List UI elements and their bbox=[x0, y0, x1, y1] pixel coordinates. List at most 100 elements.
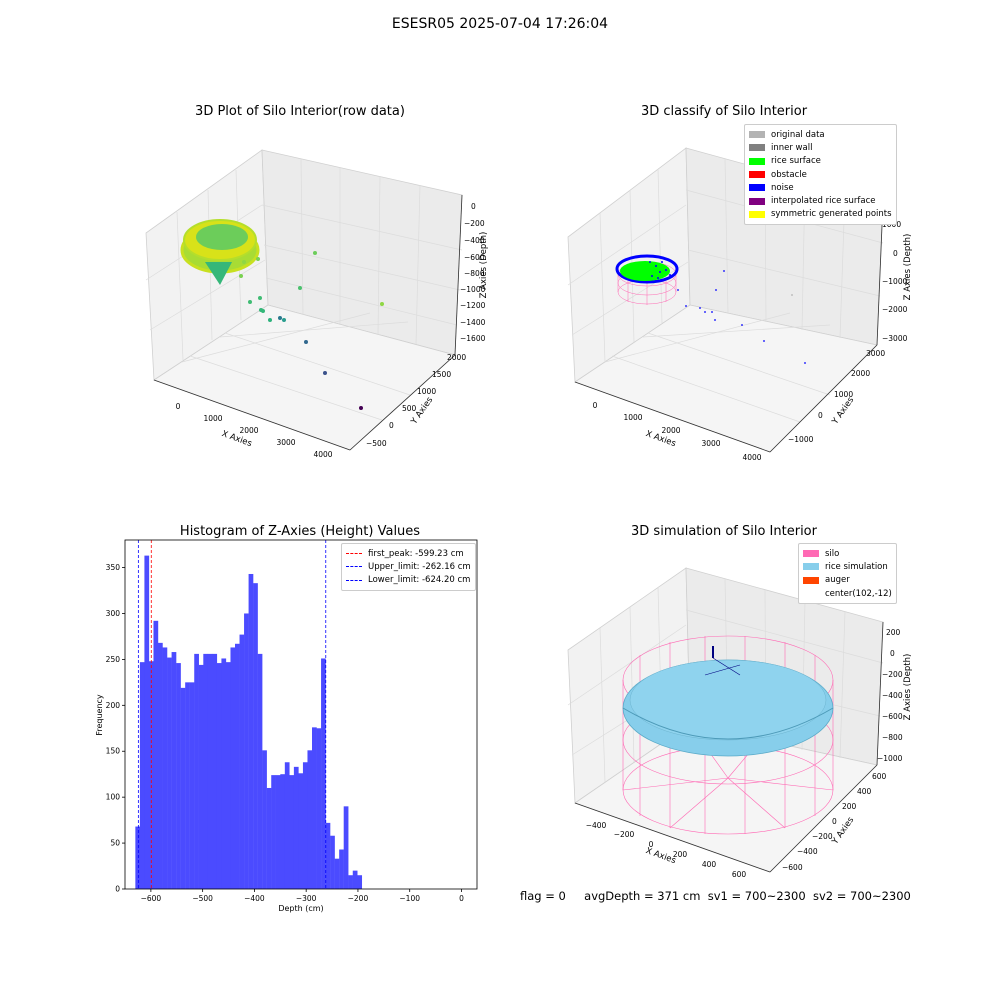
figure-title: ESESR05 2025-07-04 17:26:04 bbox=[391, 16, 609, 32]
legend-swatch bbox=[749, 157, 765, 165]
plot3-histogram: −600 −500 −400 −300 −200 −100 0 0 50 100 150 200 25… bbox=[95, 539, 478, 913]
histogram-bar bbox=[230, 647, 236, 889]
plot4-ytick: −200 bbox=[812, 832, 833, 841]
legend-item: noise bbox=[749, 181, 892, 194]
plot2-xtick: 2000 bbox=[661, 426, 680, 435]
legend-item: original data bbox=[749, 128, 892, 141]
avg-depth-text: avgDepth = 371 cm bbox=[584, 889, 701, 903]
histogram-bar bbox=[307, 750, 313, 889]
plot2-ylabel: Y Axies bbox=[830, 395, 857, 427]
plot2-xtick: 3000 bbox=[701, 439, 720, 448]
plot4-ztick: −1000 bbox=[877, 754, 903, 763]
plot2-ytick: 2000 bbox=[851, 369, 870, 378]
status-footer: flag = 0 avgDepth = 371 cm sv1 = 700~230… bbox=[520, 889, 911, 903]
sv1-text: sv1 = 700~2300 bbox=[707, 889, 806, 903]
y-tick-label: 150 bbox=[106, 747, 121, 756]
plot4-ztick: −800 bbox=[882, 733, 903, 742]
histogram-bar bbox=[352, 870, 358, 889]
plot4-xtick: 0 bbox=[649, 840, 654, 849]
plot1-ztick: 0 bbox=[471, 202, 476, 211]
plot2-xtick: 1000 bbox=[623, 413, 642, 422]
plot2-ytick: −1000 bbox=[788, 435, 814, 444]
legend-item: Lower_limit: -624.20 cm bbox=[346, 574, 471, 587]
plot2-title: 3D classify of Silo Interior bbox=[640, 104, 808, 119]
histogram-bar bbox=[357, 875, 363, 889]
legend-line bbox=[346, 579, 362, 581]
legend-swatch bbox=[803, 590, 819, 597]
histogram-bar bbox=[198, 664, 204, 889]
legend-item: inner wall bbox=[749, 141, 892, 154]
histogram-bar bbox=[334, 858, 340, 889]
histogram-bar bbox=[158, 642, 163, 889]
y-tick-label: 100 bbox=[106, 793, 121, 802]
plot3-frame bbox=[124, 539, 478, 890]
y-tick-label: 250 bbox=[106, 655, 121, 664]
y-tick-label: 300 bbox=[106, 609, 121, 618]
histogram-bar bbox=[316, 728, 322, 889]
legend-item: rice surface bbox=[749, 155, 892, 168]
histogram-bar bbox=[212, 653, 218, 889]
plot4-legend: silo rice simulation auger center(102,-1… bbox=[798, 543, 897, 605]
legend-swatch bbox=[749, 144, 765, 152]
plot4-ytick: −400 bbox=[797, 847, 818, 856]
histogram-bar bbox=[167, 657, 172, 889]
x-tick-label: 0 bbox=[459, 894, 464, 903]
plot2-legend: original data inner wall rice surface ob… bbox=[744, 124, 897, 226]
plot2-xtick: 0 bbox=[593, 401, 598, 410]
plot3-title: Histogram of Z-Axies (Height) Values bbox=[179, 524, 421, 539]
histogram-bar bbox=[144, 555, 150, 889]
plot1-title: 3D Plot of Silo Interior(row data) bbox=[195, 104, 405, 119]
plot1-zlabel: Z Axies (Depth) bbox=[479, 232, 489, 299]
plot2-ytick: 0 bbox=[818, 411, 823, 420]
legend-item: interpolated rice surface bbox=[749, 194, 892, 207]
plot2-zlabel: Z Axies (Depth) bbox=[903, 234, 913, 301]
plot2-ytick: 1000 bbox=[834, 390, 853, 399]
plot4-ytick: 600 bbox=[872, 772, 887, 781]
plot1-ztick: −600 bbox=[464, 253, 485, 262]
sv2-text: sv2 = 700~2300 bbox=[812, 889, 911, 903]
plot2-xtick: 4000 bbox=[742, 453, 761, 462]
y-tick-label: 200 bbox=[106, 701, 121, 710]
plot4-ztick: −200 bbox=[882, 670, 903, 679]
legend-item: obstacle bbox=[749, 168, 892, 181]
legend-item: Upper_limit: -262.16 cm bbox=[346, 560, 471, 573]
legend-item: silo bbox=[803, 547, 892, 560]
histogram-bar bbox=[244, 613, 249, 889]
histogram-bar bbox=[239, 634, 245, 889]
plot2-ytick: 3000 bbox=[866, 349, 885, 358]
histogram-bar bbox=[330, 835, 335, 889]
plot3-xlabel: Depth (cm) bbox=[278, 904, 323, 913]
plot4-ytick: 200 bbox=[842, 802, 857, 811]
plot4-xtick: −400 bbox=[586, 821, 607, 830]
plot1-ytick: 0 bbox=[389, 421, 394, 430]
x-tick-label: −400 bbox=[244, 894, 265, 903]
histogram-bar bbox=[275, 775, 281, 889]
histogram-bar bbox=[339, 849, 344, 889]
plot2-ztick: −3000 bbox=[882, 334, 908, 343]
plot4-ztick: −600 bbox=[882, 712, 903, 721]
histogram-bar bbox=[176, 663, 181, 889]
plot1-ztick: −400 bbox=[464, 236, 485, 245]
legend-swatch bbox=[749, 184, 765, 192]
histogram-bar bbox=[284, 762, 290, 889]
plot1-ytick: 500 bbox=[402, 404, 417, 413]
plot4-xtick: 600 bbox=[732, 870, 747, 879]
histogram-bar bbox=[321, 658, 326, 889]
plot3-legend: first_peak: -599.23 cm Upper_limit: -262… bbox=[341, 543, 476, 591]
plot1-points bbox=[239, 251, 384, 410]
histogram-bar bbox=[325, 822, 331, 889]
plot4-zlabel: Z Axies (Depth) bbox=[903, 654, 913, 721]
legend-item: center(102,-12) bbox=[803, 587, 892, 600]
y-tick-label: 50 bbox=[110, 839, 120, 848]
plot4-xtick: 200 bbox=[673, 850, 688, 859]
legend-swatch bbox=[749, 171, 765, 179]
plot2-ztick: −2000 bbox=[882, 305, 908, 314]
plot1-ztick: −1400 bbox=[460, 318, 486, 327]
histogram-bar bbox=[139, 662, 145, 889]
histogram-bar bbox=[343, 806, 349, 889]
histogram-bar bbox=[203, 653, 209, 889]
histogram-bar bbox=[253, 583, 258, 889]
plot1-xtick: 2000 bbox=[239, 426, 258, 435]
legend-line bbox=[346, 553, 362, 555]
histogram-bar bbox=[180, 687, 186, 889]
